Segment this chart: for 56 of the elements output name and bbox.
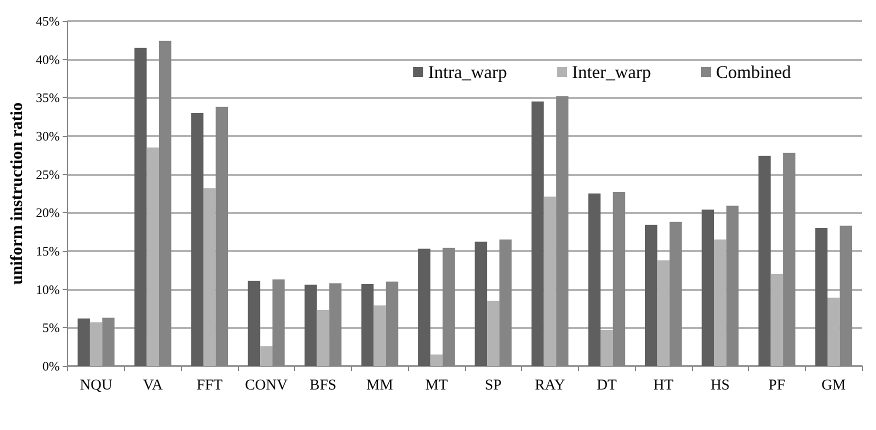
legend-label: Combined <box>716 62 792 82</box>
bar <box>90 322 102 366</box>
x-tick-label: HT <box>653 378 674 394</box>
y-tick-label: 15% <box>36 244 60 258</box>
bar <box>644 224 658 366</box>
bar <box>134 48 147 366</box>
x-tick-label: RAY <box>534 378 566 394</box>
y-tick-label: 10% <box>36 282 60 297</box>
bar <box>361 284 374 366</box>
bar <box>203 188 216 366</box>
x-tick-label: BFS <box>310 378 336 394</box>
bar <box>714 240 726 366</box>
bar <box>374 305 386 366</box>
x-tick-label: DT <box>596 378 617 394</box>
y-tick-label: 20% <box>36 205 60 220</box>
x-tick-label: SP <box>484 378 502 394</box>
bar <box>600 330 613 366</box>
y-tick-label: 0% <box>42 358 60 374</box>
bar <box>532 102 544 366</box>
bar <box>191 113 204 366</box>
bar <box>487 300 500 366</box>
legend-label: Inter_warp <box>572 62 652 82</box>
bar <box>827 298 840 366</box>
x-tick-label: FFT <box>196 378 222 394</box>
bar <box>78 318 90 366</box>
bar <box>544 196 556 366</box>
bar <box>418 248 430 366</box>
x-tick-label: MT <box>425 378 448 394</box>
x-tick-label: NQU <box>80 378 113 394</box>
bar <box>588 194 601 366</box>
bar <box>248 280 260 366</box>
bar <box>430 354 443 366</box>
legend-label: Intra_warp <box>428 62 508 82</box>
bar <box>815 228 828 366</box>
bar <box>316 310 330 366</box>
y-tick-label: 40% <box>36 52 60 67</box>
y-tick-label: 45% <box>36 14 60 28</box>
bar <box>304 284 317 366</box>
bar <box>702 210 714 366</box>
bar <box>474 242 488 366</box>
bar <box>146 148 159 366</box>
x-tick-label: PF <box>768 378 786 394</box>
x-tick-label: VA <box>142 378 163 394</box>
y-tick-label: 35% <box>36 90 60 106</box>
x-tick-label: HS <box>710 378 730 394</box>
bar <box>260 346 272 366</box>
y-tick-label: 5% <box>42 320 60 336</box>
bar <box>758 156 771 366</box>
x-tick-label: GM <box>822 378 846 394</box>
bar <box>770 274 784 366</box>
x-tick-label: CONV <box>245 378 288 394</box>
y-tick-label: 25% <box>36 166 60 182</box>
y-tick-label: 30% <box>36 128 60 144</box>
bar <box>657 260 670 366</box>
x-tick-label: MM <box>366 378 394 394</box>
y-axis-title: uniform instruction ratio <box>7 102 26 285</box>
